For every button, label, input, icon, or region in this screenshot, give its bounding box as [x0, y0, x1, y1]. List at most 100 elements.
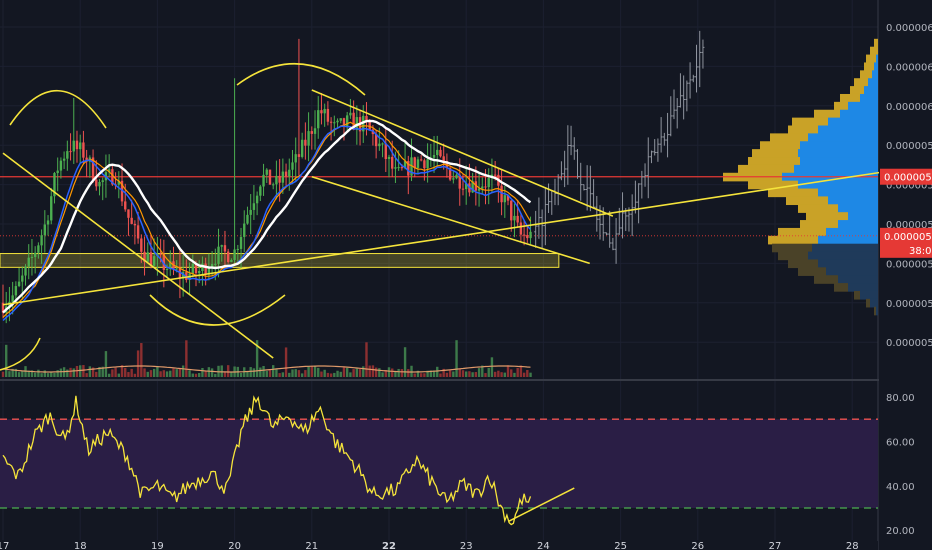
candle-body: [259, 186, 262, 196]
candle-body: [46, 220, 50, 225]
candle-body: [349, 112, 352, 116]
volume-bar: [307, 366, 310, 377]
candle-body: [288, 169, 291, 177]
volume-bar: [426, 370, 429, 377]
candle-body: [368, 121, 371, 130]
profile-bar-down: [800, 220, 838, 229]
candle-body: [85, 157, 88, 162]
volume-bar: [352, 369, 355, 377]
candle-body: [320, 110, 323, 114]
profile-bar-up: [848, 101, 878, 111]
profile-bar-down: [814, 275, 838, 284]
profile-bar-up: [798, 149, 878, 158]
profile-bar-up: [800, 141, 878, 150]
support-zone-rect: [0, 253, 560, 268]
resistance-price-text: 0.00000582: [884, 173, 932, 184]
time-tick-label: 17: [0, 541, 9, 550]
candle-body: [304, 139, 307, 146]
profile-bar-up: [876, 54, 878, 64]
time-tick-label: 24: [537, 541, 550, 550]
candle-body: [59, 160, 63, 171]
candle-body: [62, 158, 66, 161]
volume-bar: [439, 373, 442, 377]
profile-bar-up: [848, 212, 878, 221]
volume-bar: [487, 367, 490, 377]
candle-body: [487, 178, 490, 188]
candle-body: [98, 181, 101, 187]
volume-bar: [88, 366, 92, 377]
rsi-pane: [0, 395, 878, 526]
volume-bar: [455, 340, 458, 377]
ema-line: [2, 121, 532, 318]
profile-bar-down: [778, 251, 808, 261]
volume-bar: [169, 370, 172, 377]
candle-body: [416, 159, 420, 168]
volume-bar: [526, 369, 529, 377]
profile-bar-down: [854, 78, 868, 87]
time-tick-label: 18: [74, 541, 87, 550]
candle-body: [378, 143, 381, 147]
volume-ma-line: [2, 365, 531, 373]
profile-bar-up: [876, 306, 878, 316]
candle-body: [53, 173, 56, 197]
volume-bar: [345, 367, 349, 377]
profile-bar-down: [860, 70, 872, 79]
candle-body: [374, 134, 378, 147]
volume-bar: [490, 357, 494, 377]
volume-bar: [8, 371, 11, 377]
volume-bar: [69, 367, 72, 377]
candle-body: [522, 234, 526, 236]
volume-bar: [513, 372, 516, 377]
volume-bar: [371, 365, 375, 377]
candle-body: [233, 249, 236, 260]
candle-body: [140, 238, 143, 252]
volume-bar: [207, 367, 211, 377]
candle-body: [159, 253, 162, 255]
volume-bar: [85, 373, 88, 377]
volume-bar: [111, 369, 114, 377]
candle-body: [503, 195, 506, 203]
candle-body: [313, 128, 317, 134]
candle-body: [214, 263, 217, 265]
candle-body: [484, 186, 487, 188]
volume-bar: [181, 365, 185, 377]
candle-body: [262, 174, 265, 187]
candle-body: [461, 188, 465, 190]
rsi-line: [2, 395, 532, 526]
candle-body: [198, 270, 201, 274]
candle-body: [82, 142, 85, 158]
volume-bar: [384, 370, 387, 377]
candle-body: [136, 225, 140, 239]
candle-body: [272, 184, 275, 186]
price-axis-bg: [879, 0, 932, 550]
candle-body: [152, 256, 156, 266]
profile-bar-down: [864, 62, 874, 72]
volume-bars: [1, 340, 532, 377]
volume-bar: [262, 365, 265, 377]
rsi-tick-label: 80.00: [886, 393, 915, 404]
price-tick-label: 0.00000620: [886, 23, 932, 34]
profile-bar-down: [798, 267, 826, 276]
candle-body: [268, 169, 272, 185]
volume-bar: [72, 368, 75, 377]
volume-bar: [358, 369, 362, 377]
candle-body: [226, 251, 230, 263]
candle-body: [43, 224, 47, 236]
volume-bar: [484, 373, 487, 377]
candle-body: [519, 222, 523, 235]
volume-bar: [239, 372, 243, 377]
candle-body: [355, 117, 359, 130]
volume-bar: [268, 370, 272, 377]
volume-bar: [265, 370, 268, 377]
annotation-arcs: [0, 62, 366, 371]
time-tick-label: 26: [691, 541, 704, 550]
candlesticks: [1, 38, 532, 324]
volume-bar: [400, 369, 404, 377]
volume-bar: [465, 371, 468, 377]
volume-bar: [124, 367, 127, 377]
projected-candles: [534, 30, 705, 264]
annotation-arc: [0, 337, 41, 371]
volume-bar: [362, 366, 365, 377]
